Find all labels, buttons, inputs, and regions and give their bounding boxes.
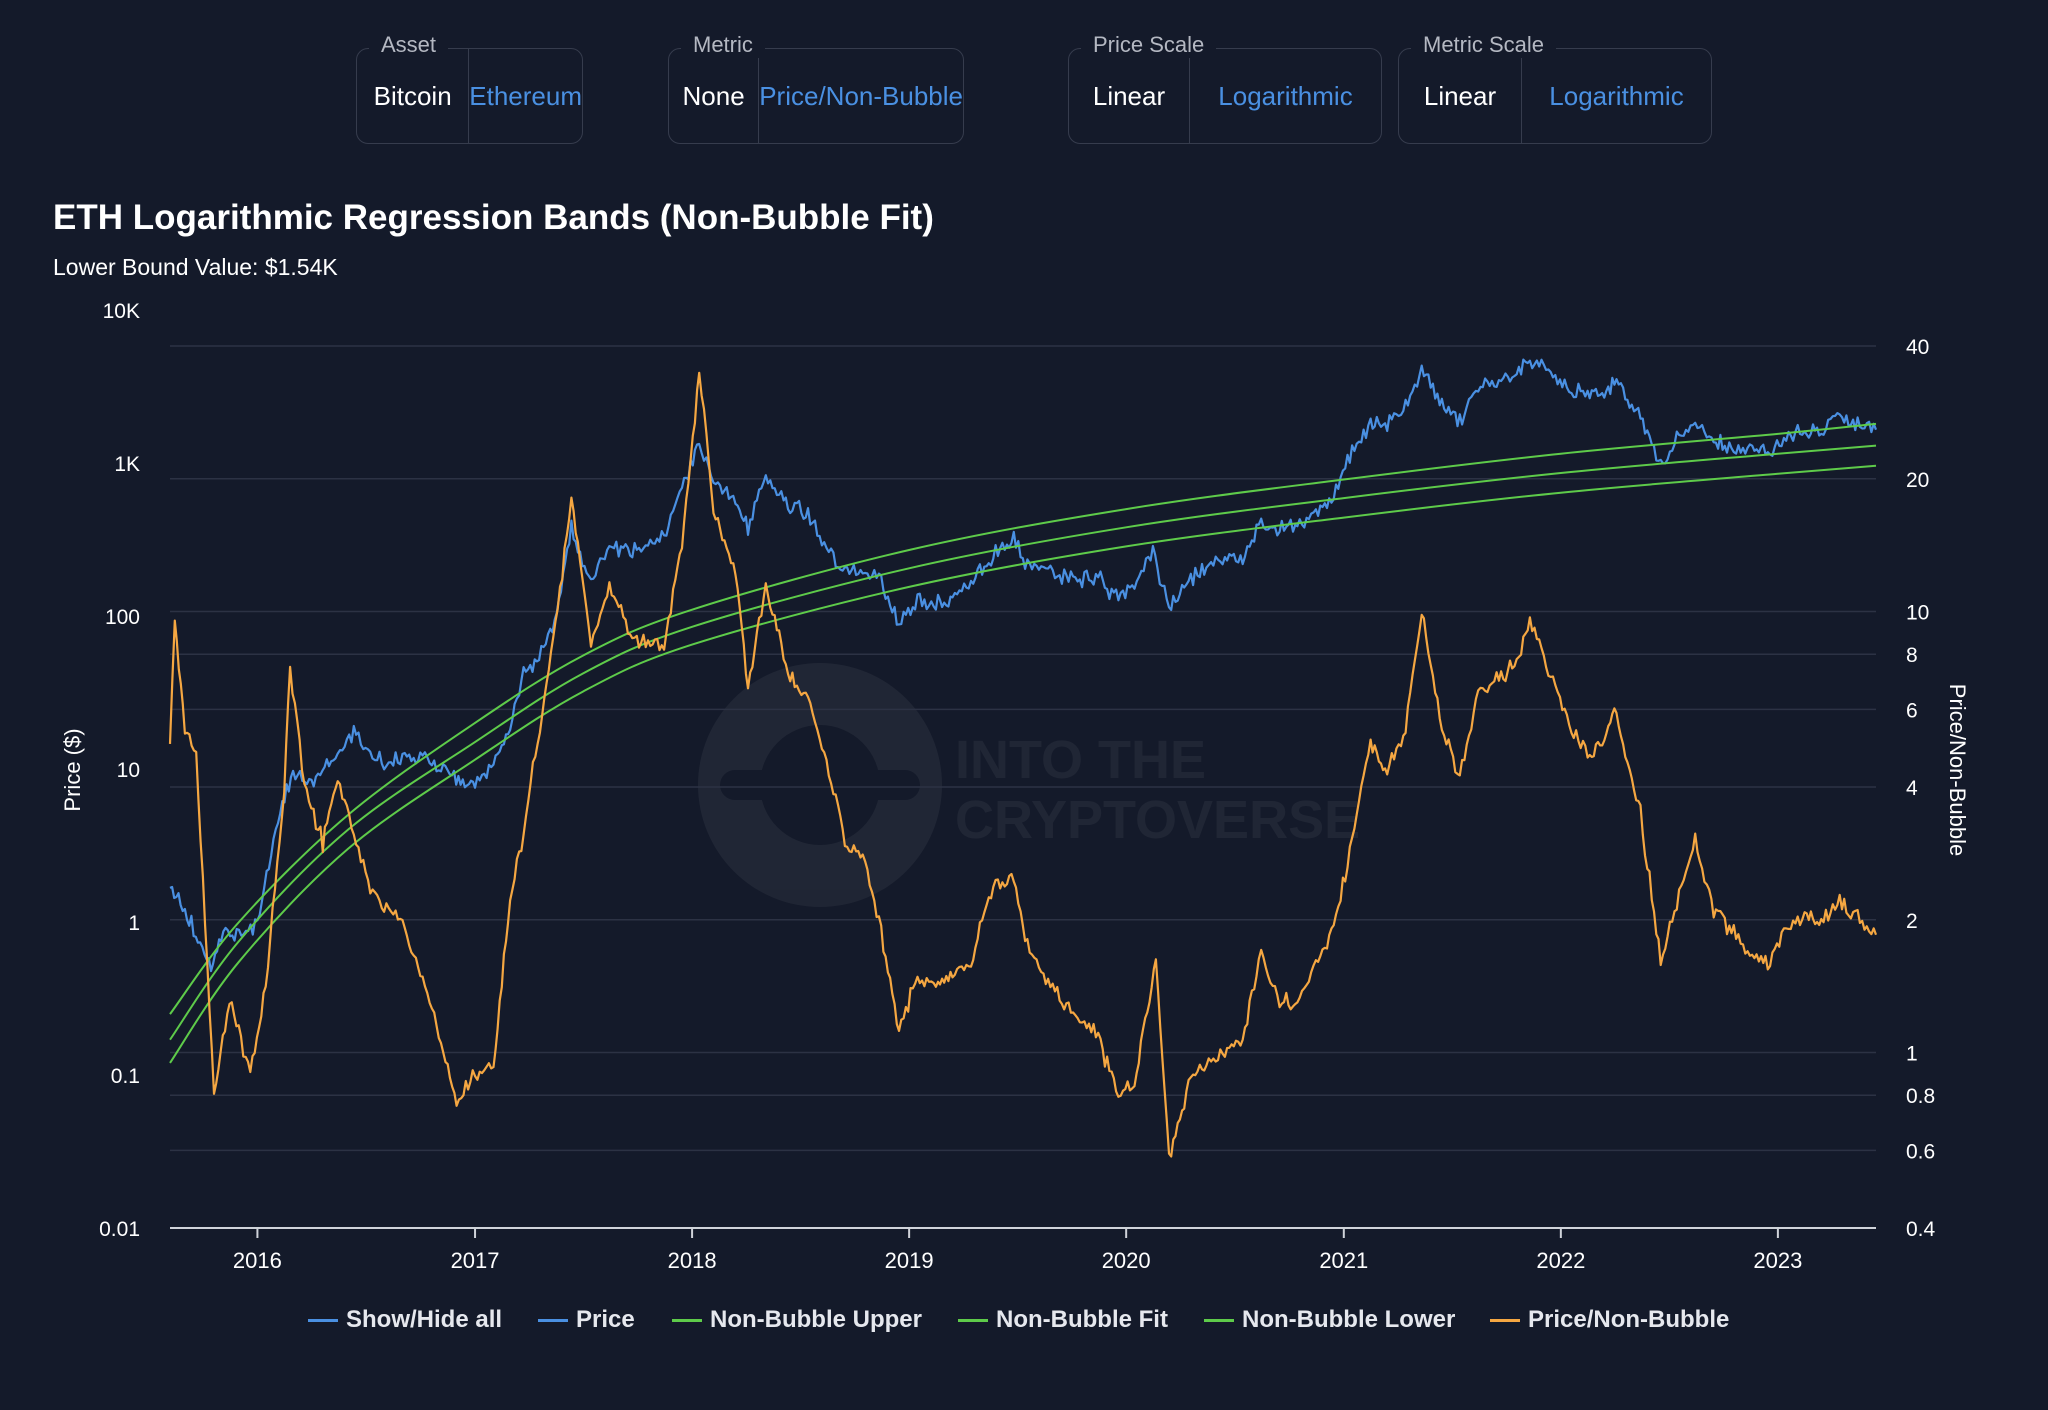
x-tick-label: 2021 — [1319, 1248, 1368, 1273]
y-right-tick-label: 40 — [1906, 336, 1929, 359]
y-right-tick-label: 10 — [1906, 602, 1929, 625]
y-left-tick-label: 100 — [105, 606, 140, 629]
chart-subtitle: Lower Bound Value: $1.54K — [53, 254, 338, 280]
legend-swatch-non-bubble-fit — [958, 1318, 988, 1322]
price-scale-group: Price Scale Linear Logarithmic — [1068, 32, 1382, 144]
y-left-tick-label: 0.01 — [99, 1218, 140, 1241]
y-axis-right-title: Price/Non-Bubble — [1945, 684, 1970, 856]
y-right-tick-label: 0.6 — [1906, 1140, 1935, 1163]
legend-item-non-bubble-upper[interactable]: Non-Bubble Upper — [672, 1306, 922, 1334]
y-left-tick-label: 1K — [114, 453, 140, 476]
y-left-tick-label: 0.1 — [111, 1065, 140, 1088]
legend-label-non-bubble-lower: Non-Bubble Lower — [1242, 1306, 1456, 1333]
legend-label-non-bubble-fit: Non-Bubble Fit — [996, 1306, 1168, 1333]
legend-label-non-bubble-upper: Non-Bubble Upper — [710, 1306, 922, 1333]
x-tick-label: 2023 — [1753, 1248, 1802, 1273]
series-line-price — [169, 358, 1878, 973]
axes-layer: 0.4 0.6 0.8 1 2 4 6 8 10 20 40 0.01 0.1 1 10 100 1K 10K 20… — [99, 300, 1935, 1273]
grid-lines — [170, 345, 1876, 1152]
legend-swatch-non-bubble-upper — [672, 1318, 702, 1322]
y-right-tick-label: 4 — [1906, 777, 1918, 800]
metric-scale-group-label: Metric Scale — [1411, 32, 1557, 58]
metric-scale-group: Metric Scale Linear Logarithmic — [1398, 32, 1712, 144]
legend-item-non-bubble-lower[interactable]: Non-Bubble Lower — [1204, 1306, 1455, 1334]
metric-group-label: Metric — [681, 32, 765, 58]
y-right-tick-label: 0.4 — [1906, 1218, 1936, 1241]
x-tick-label: 2018 — [668, 1248, 717, 1273]
asset-group: Asset Bitcoin Ethereum — [356, 32, 583, 144]
metric-scale-logarithmic-option[interactable]: Logarithmic — [1521, 49, 1711, 143]
asset-ethereum-option[interactable]: Ethereum — [468, 49, 582, 143]
asset-group-label: Asset — [369, 32, 449, 58]
legend-swatch-non-bubble-lower — [1204, 1318, 1234, 1322]
y-right-tick-label: 20 — [1906, 469, 1929, 492]
price-scale-group-label: Price Scale — [1081, 32, 1217, 58]
legend-item-non-bubble-fit[interactable]: Non-Bubble Fit — [958, 1306, 1168, 1334]
y-right-tick-label: 0.8 — [1906, 1085, 1935, 1108]
legend-swatch-show-hide — [308, 1318, 338, 1322]
metric-scale-linear-option[interactable]: Linear — [1423, 80, 1497, 111]
asset-bitcoin-option[interactable]: Bitcoin — [373, 80, 452, 111]
legend-show-hide-all[interactable]: Show/Hide all — [308, 1306, 502, 1334]
y-left-tick-label: 10K — [103, 300, 140, 323]
metric-group: Metric None Price/Non-Bubble — [668, 32, 964, 144]
y-right-tick-label: 1 — [1906, 1043, 1918, 1066]
legend-label-price-non-bubble: Price/Non-Bubble — [1528, 1306, 1730, 1333]
price-scale-linear-option[interactable]: Linear — [1092, 80, 1166, 111]
y-axis-left-title: Price ($) — [60, 728, 85, 811]
legend-item-price[interactable]: Price — [538, 1306, 635, 1334]
chart-title: ETH Logarithmic Regression Bands (Non-Bu… — [53, 198, 934, 237]
series-line-non-bubble-fit — [169, 444, 1877, 1041]
y-right-tick-label: 8 — [1906, 644, 1918, 667]
x-tick-label: 2019 — [885, 1248, 934, 1273]
chart-legend: Show/Hide all Price Non-Bubble Upper Non… — [0, 1306, 2048, 1342]
legend-swatch-price — [538, 1318, 568, 1322]
metric-price-non-bubble-option[interactable]: Price/Non-Bubble — [758, 49, 963, 143]
x-tick-label: 2016 — [233, 1248, 282, 1273]
watermark-logo: INTO THE CRYPTOVERSE — [698, 663, 1360, 907]
series-line-price-non-bubble — [168, 371, 1878, 1158]
price-scale-logarithmic-option[interactable]: Logarithmic — [1189, 49, 1381, 143]
legend-item-price-non-bubble[interactable]: Price/Non-Bubble — [1490, 1306, 1729, 1334]
legend-swatch-price-non-bubble — [1490, 1318, 1520, 1322]
x-tick-label: 2020 — [1102, 1248, 1151, 1273]
metric-none-option[interactable]: None — [682, 80, 745, 111]
y-right-tick-label: 2 — [1906, 910, 1918, 933]
watermark-line-1: INTO THE — [955, 730, 1206, 790]
y-left-tick-label: 1 — [128, 912, 140, 935]
series-line-non-bubble-lower — [169, 464, 1877, 1064]
series-line-non-bubble-upper — [169, 422, 1877, 1015]
controls-bar: Asset Bitcoin Ethereum Metric None Price… — [356, 32, 1712, 148]
watermark-line-2: CRYPTOVERSE — [955, 790, 1360, 850]
legend-label-price: Price — [576, 1306, 635, 1333]
y-left-tick-label: 10 — [117, 759, 140, 782]
x-tick-label: 2017 — [451, 1248, 500, 1273]
legend-label-show-hide: Show/Hide all — [346, 1306, 503, 1333]
series-layer — [168, 358, 1878, 1158]
x-tick-label: 2022 — [1536, 1248, 1585, 1273]
y-right-tick-label: 6 — [1906, 699, 1918, 722]
